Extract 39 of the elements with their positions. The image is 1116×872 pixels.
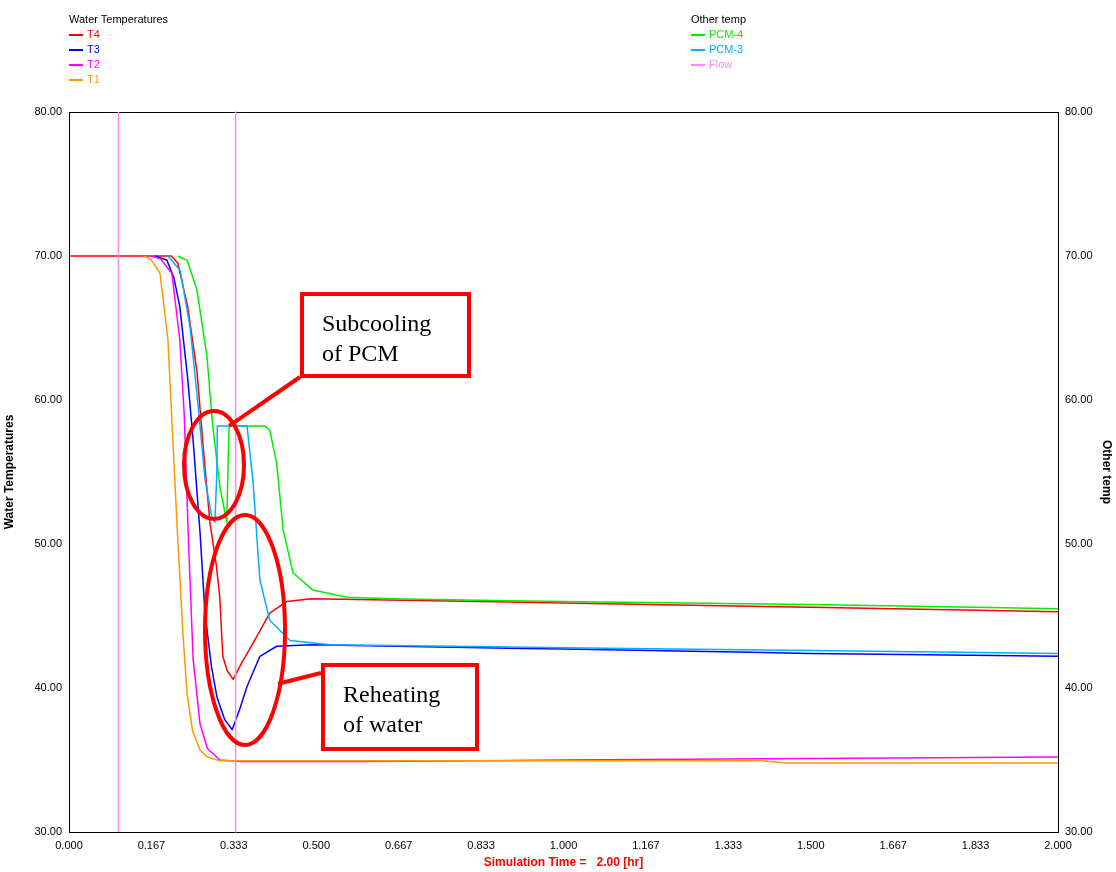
y-tick-label: 30.00 [34, 825, 62, 838]
annotation: Reheating of water [321, 663, 479, 751]
annotation: Subcooling of PCM [300, 292, 471, 378]
y-tick-label: 40.00 [34, 681, 62, 694]
legend-label: Flow [709, 57, 733, 72]
y-tick-label: 70.00 [34, 249, 62, 262]
y2-axis-title: Other temp [1100, 439, 1115, 505]
y2-tick-label: 30.00 [1065, 825, 1093, 838]
x-tick-label: 1.167 [632, 838, 660, 851]
x-axis-title: Simulation Time = 2.00 [hr] [483, 855, 644, 870]
x-tick-label: 0.333 [220, 838, 248, 851]
y2-tick-label: 50.00 [1065, 537, 1093, 550]
x-tick-label: 2.000 [1044, 838, 1072, 851]
y-tick-label: 60.00 [34, 393, 62, 406]
y-tick-label: 80.00 [34, 105, 62, 118]
x-tick-label: 1.000 [549, 838, 578, 851]
y-tick-label: 50.00 [34, 537, 62, 550]
x-tick-label: 0.500 [302, 838, 331, 851]
x-tick-label: 1.833 [961, 838, 990, 851]
x-tick-label: 1.500 [796, 838, 825, 851]
y2-tick-label: 40.00 [1065, 681, 1093, 694]
legend-label: PCM-4 [709, 27, 744, 42]
legend-label: T4 [87, 27, 100, 42]
legend-label: T3 [87, 42, 100, 57]
x-tick-label: 0.667 [384, 838, 413, 851]
legend-label: T2 [87, 57, 100, 72]
y-axis-title: Water Temperatures [1, 414, 16, 530]
x-tick-label: 1.333 [714, 838, 743, 851]
text: Other temp [691, 13, 747, 25]
x-tick-label: 0.000 [55, 838, 83, 851]
text: Water Temperatures [69, 13, 169, 25]
y2-tick-label: 70.00 [1065, 249, 1093, 262]
legend-label: T1 [87, 72, 100, 87]
x-tick-label: 0.833 [467, 838, 495, 851]
y2-tick-label: 80.00 [1065, 105, 1093, 118]
x-tick-label: 1.667 [879, 838, 907, 851]
x-tick-label: 0.167 [137, 838, 166, 851]
y2-tick-label: 60.00 [1065, 393, 1093, 406]
legend-label: PCM-3 [709, 42, 744, 57]
